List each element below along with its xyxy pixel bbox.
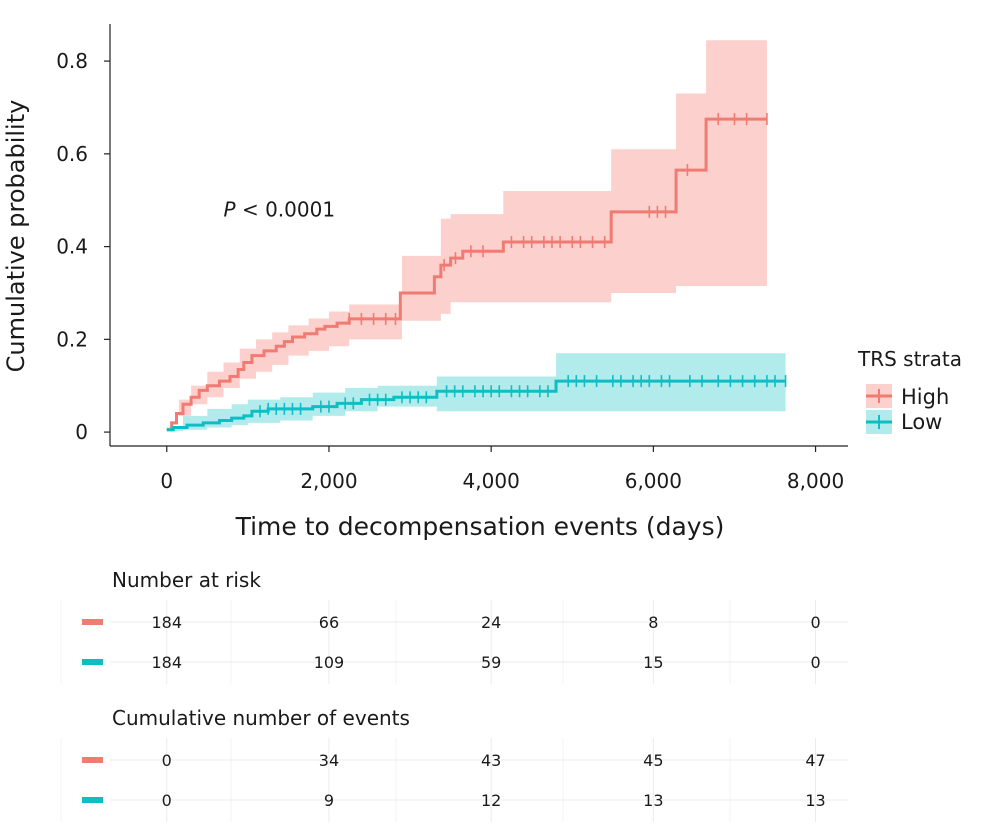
x-tick-label: 2,000 [300,469,357,493]
y-tick-label: 0 [75,420,88,444]
risk-table-cell: 15 [643,653,663,672]
risk-table-cell: 24 [481,613,501,632]
risk-table-cell: 47 [805,751,825,770]
risk-table-title: Cumulative number of events [112,706,410,730]
risk-table-title: Number at risk [112,568,261,592]
risk-table-cell: 34 [319,751,339,770]
risk-table-cell: 13 [805,791,825,810]
p-value-text: < 0.0001 [236,197,335,221]
y-tick-label: 0.2 [56,327,88,351]
risk-table-1: Number at risk 184 66 24 8 0 184 109 59 15 0 [60,568,848,684]
risk-table-cell: 0 [162,751,172,770]
x-tick-label: 6,000 [625,469,682,493]
legend-title: TRS strata [857,347,962,371]
risk-table-cell: 45 [643,751,663,770]
risk-table-cell: 0 [810,653,820,672]
x-tick-label: 4,000 [463,469,520,493]
risk-table-cell: 66 [319,613,339,632]
risk-row-key-high [82,619,103,625]
y-tick-label: 0.6 [56,142,88,166]
risk-table-cell: 0 [162,791,172,810]
risk-table-2: Cumulative number of events 0 34 43 45 47 0 9 12… [60,706,848,822]
risk-table-cell: 109 [314,653,345,672]
legend-label-high: High [901,385,949,409]
p-value-prefix: P [224,197,237,221]
y-tick-label: 0.4 [56,235,88,259]
x-axis-label: Time to decompensation events (days) [235,512,725,541]
legend-label-low: Low [901,410,942,434]
risk-table-cell: 0 [810,613,820,632]
risk-table-cell: 43 [481,751,501,770]
x-tick-label: 8,000 [787,469,844,493]
risk-table-cell: 184 [151,653,182,672]
risk-row-key-low [82,659,103,665]
y-tick-label: 0.8 [56,49,88,73]
risk-table-cell: 12 [481,791,501,810]
risk-table-cell: 8 [648,613,658,632]
legend: TRS strata High Low [857,347,962,434]
risk-row-key-low [82,797,103,803]
x-tick-label: 0 [160,469,173,493]
risk-table-cell: 9 [324,791,334,810]
risk-table-cell: 13 [643,791,663,810]
km-curve-high [166,117,767,432]
risk-table-cell: 59 [481,653,501,672]
legend-item-high: High [866,384,949,409]
risk-table-cell: 184 [151,613,182,632]
risk-row-key-high [82,757,103,763]
p-value-annotation: P < 0.0001 [224,197,336,221]
y-axis-label: Cumulative probability [2,100,30,373]
legend-item-low: Low [866,410,942,434]
main-plot: 0 0.2 0.4 0.6 0.8 0 2,000 4,000 6,000 8,000 [56,24,848,493]
